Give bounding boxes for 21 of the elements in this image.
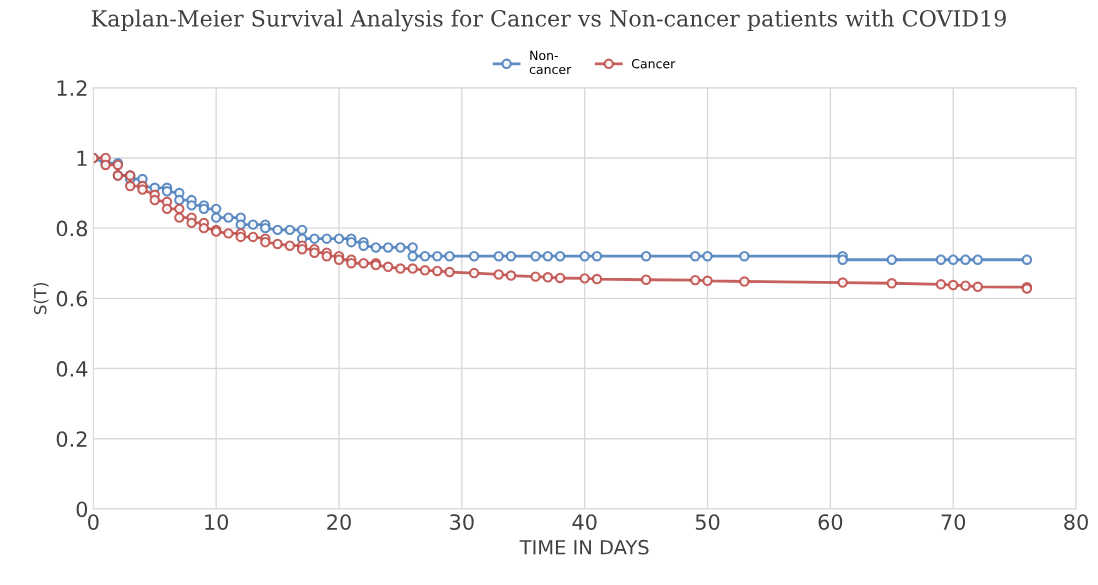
y-tick-label: 0.4: [56, 361, 88, 377]
y-tick-label: 1.2: [57, 80, 87, 96]
legend-label: Cancer: [631, 58, 676, 69]
y-tick-label: 0: [76, 501, 88, 518]
chart-title: Kaplan-Meier Survival Analysis for Cancer vs Non-cancer patients with COVID19: [91, 9, 1006, 32]
y-tick-label: 1: [77, 150, 87, 166]
x-tick-label: 0: [88, 514, 99, 530]
x-tick-label: 20: [327, 514, 351, 530]
x-tick-label: 60: [818, 514, 843, 530]
x-tick-label: 30: [450, 514, 474, 530]
x-tick-label: 10: [205, 514, 229, 530]
y-tick-label: 0.8: [56, 220, 88, 237]
x-tick-label: 40: [572, 514, 597, 530]
x-tick-label: 80: [1064, 514, 1088, 530]
x-tick-label: 50: [695, 514, 720, 530]
legend-label: Non- cancer: [529, 50, 572, 75]
x-tick-label: 70: [941, 514, 966, 530]
y-tick-label: 0.2: [56, 431, 87, 447]
y-tick-label: 0.6: [56, 290, 88, 307]
x-axis-title: TIME IN DAYS: [519, 539, 649, 555]
y-axis-title: S(T): [33, 282, 49, 315]
